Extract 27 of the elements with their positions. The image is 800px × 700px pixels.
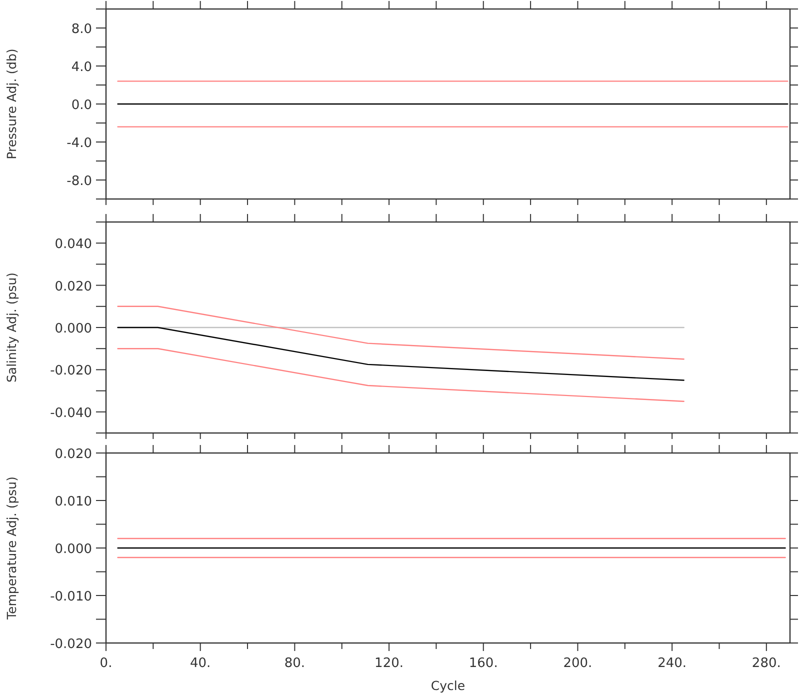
y-tick-label: 0.010 [54, 494, 92, 510]
y-tick-label: -4.0 [66, 136, 92, 151]
x-tick-label: 280. [752, 656, 781, 671]
y-axis-title: Temperature Adj. (psu) [4, 476, 19, 620]
y-tick-label: 0.020 [54, 279, 92, 294]
x-tick-label: 80. [284, 656, 306, 671]
x-tick-label: 40. [190, 656, 211, 671]
y-tick-label: -8.0 [66, 174, 92, 189]
y-tick-label: 8.0 [71, 22, 92, 37]
y-tick-label: 0.040 [54, 237, 92, 252]
y-tick-label: 4.0 [71, 60, 92, 75]
y-tick-label: 0.000 [54, 322, 92, 336]
y-axis-title: Pressure Adj. (db) [4, 48, 19, 160]
y-tick-label: -0.020 [50, 364, 92, 379]
y-tick-label: -0.040 [50, 406, 92, 421]
x-tick-label: 240. [658, 656, 687, 671]
x-tick-label: 120. [374, 656, 404, 671]
x-tick-label: 160. [468, 656, 498, 671]
y-tick-label: 0.000 [54, 542, 92, 557]
x-axis-title: Cycle [430, 678, 466, 693]
y-axis-title: Salinity Adj. (psu) [4, 272, 19, 383]
y-tick-label: -0.010 [50, 590, 92, 604]
x-tick-label: 0. [100, 656, 112, 671]
x-tick-label: 200. [563, 656, 592, 671]
y-tick-label: 0.0 [71, 98, 92, 113]
y-tick-label: 0.020 [54, 447, 92, 462]
y-tick-label: -0.020 [50, 637, 92, 652]
